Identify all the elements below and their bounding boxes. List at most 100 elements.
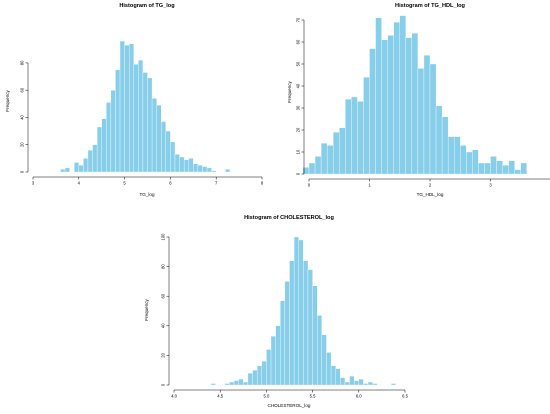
y-tick-label: 40 xyxy=(20,114,25,119)
histogram-bar xyxy=(335,368,341,386)
histogram-bar xyxy=(83,158,89,173)
histogram-bar xyxy=(339,127,346,175)
histogram-bar xyxy=(211,170,217,173)
histogram-bar xyxy=(115,69,121,173)
histogram-bar xyxy=(233,380,239,386)
histogram-bar xyxy=(514,169,521,175)
histogram-bar xyxy=(252,370,258,386)
y-tick-label: 0 xyxy=(161,383,166,386)
histogram-bar xyxy=(161,121,166,173)
histogram-bar xyxy=(275,325,281,386)
histogram-bar xyxy=(372,383,378,386)
histogram-bar xyxy=(74,162,79,173)
histogram-bar xyxy=(64,167,70,173)
histogram-bar xyxy=(147,77,153,173)
histogram-bar xyxy=(142,72,148,173)
histogram-bar xyxy=(326,352,332,386)
histogram-bar xyxy=(261,361,267,386)
y-axis-label: Frequency xyxy=(287,80,292,102)
histogram-bar xyxy=(375,17,382,175)
x-tick-label: 5.5 xyxy=(310,394,316,399)
y-axis-label: Frequency xyxy=(5,89,10,111)
histogram-bar xyxy=(317,315,323,386)
histogram-bar xyxy=(247,372,253,386)
y-tick-label: 60 xyxy=(296,39,301,44)
x-tick-label: 6 xyxy=(169,181,172,186)
y-tick-label: 40 xyxy=(296,83,301,88)
histogram-bar xyxy=(96,126,102,173)
histogram-bar xyxy=(138,60,144,173)
histogram-bar xyxy=(308,162,316,175)
histogram-bar xyxy=(351,96,358,175)
histogram-bar xyxy=(119,40,125,173)
histogram-bar xyxy=(405,37,413,175)
y-tick-label: 20 xyxy=(161,352,166,357)
y-tick-label: 20 xyxy=(296,127,301,132)
histogram-bar xyxy=(357,101,364,175)
histogram-bar xyxy=(454,136,461,175)
x-tick-label: 0 xyxy=(308,183,311,188)
histogram-bar xyxy=(129,43,134,173)
histogram-bar xyxy=(441,116,449,175)
histogram-bar xyxy=(60,169,66,173)
histogram-bar xyxy=(502,165,509,175)
x-tick-label: 6.5 xyxy=(402,394,408,399)
chart-title: Histogram of CHOLESTEROL_log xyxy=(244,215,334,221)
y-tick-label: 50 xyxy=(296,61,301,66)
x-tick-label: 4.0 xyxy=(171,394,177,399)
y-tick-label: 30 xyxy=(296,105,301,110)
x-tick-label: 4 xyxy=(78,181,81,186)
histogram-bar xyxy=(340,377,346,386)
histogram-bar xyxy=(165,130,171,173)
histogram-bar xyxy=(224,383,230,386)
x-tick-label: 3 xyxy=(32,181,35,186)
histogram-bar xyxy=(179,156,185,173)
x-axis-label: TG_HDL_log xyxy=(417,192,444,197)
histogram-bar xyxy=(312,285,318,386)
y-tick-label: 100 xyxy=(161,233,166,241)
histogram-bar xyxy=(435,105,443,175)
x-tick-label: 7 xyxy=(215,181,218,186)
histogram-cholesterol-log: Histogram of CHOLESTEROL_log 4.0 4.5 5.0 5.… xyxy=(144,215,409,408)
histogram-bar xyxy=(393,22,400,175)
histogram-bar xyxy=(390,383,396,386)
y-tick-label: 80 xyxy=(20,60,25,65)
histogram-bar xyxy=(110,90,116,173)
histogram-bar xyxy=(101,118,107,173)
histogram-bar xyxy=(484,162,491,175)
histogram-bar xyxy=(333,132,340,175)
histogram-bar xyxy=(256,365,262,386)
histogram-bar xyxy=(106,102,112,173)
histogram-bar xyxy=(133,64,139,173)
histogram-bar xyxy=(358,378,364,386)
histogram-bar xyxy=(188,158,194,173)
histogram-bar xyxy=(349,375,355,386)
histogram-bar xyxy=(289,260,295,386)
histogram-bar xyxy=(320,143,328,175)
y-tick-label: 10 xyxy=(296,149,301,154)
histogram-bar xyxy=(197,165,203,173)
x-tick-label: 1 xyxy=(368,183,371,188)
y-tick-label: 60 xyxy=(161,293,166,298)
histogram-bar xyxy=(87,150,93,173)
histogram-bar xyxy=(423,55,431,175)
x-tick-label: 3 xyxy=(489,183,492,188)
histogram-bar xyxy=(298,239,304,386)
histogram-bar xyxy=(417,68,425,175)
histogram-bar xyxy=(293,236,299,386)
x-tick-label: 6.0 xyxy=(356,394,362,399)
chart-title: Histogram of TG_HDL_log xyxy=(395,3,466,9)
histogram-bar xyxy=(478,162,485,175)
histogram-bar xyxy=(520,162,527,175)
histogram-bar xyxy=(363,383,369,386)
histogram-bar xyxy=(496,160,503,175)
histogram-bar xyxy=(369,48,376,175)
y-tick-label: 80 xyxy=(161,264,166,269)
y-tick-label: 60 xyxy=(20,87,25,92)
x-tick-label: 5.0 xyxy=(263,394,269,399)
histogram-bar xyxy=(243,381,249,386)
histogram-tg-hdl-log: Histogram of TG_HDL_log 0123401020304050… xyxy=(287,3,550,197)
histogram-bar xyxy=(387,35,394,175)
y-axis-label: Frequency xyxy=(144,298,149,320)
